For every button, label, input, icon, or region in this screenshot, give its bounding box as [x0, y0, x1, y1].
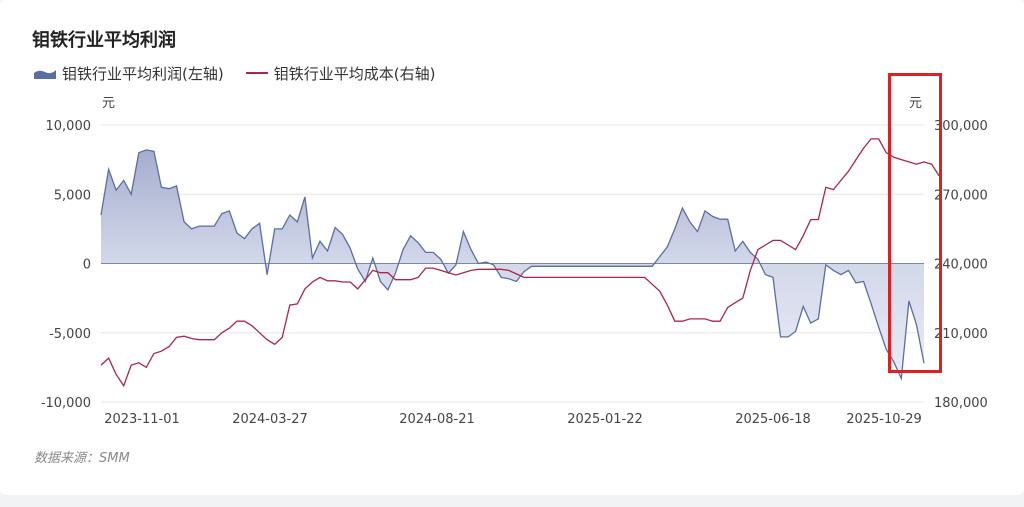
y-left-tick-label: 5,000: [54, 188, 91, 203]
y-right-tick-label: 270,000: [934, 188, 988, 203]
profit-cost-chart: 10,000 300,000 5,000 270,000 0 240,000 -5,000 2…: [41, 119, 988, 427]
profit-series-line: [100, 149, 925, 381]
chart-title: 钼铁行业平均利润: [32, 30, 176, 51]
legend: 钼铁行业平均利润(左轴) 钼铁行业平均成本(右轴): [34, 62, 435, 84]
y-right-tick-label: 300,000: [934, 119, 988, 134]
page-background-strip: [0, 495, 1024, 507]
y-left-tick-label: 0: [83, 258, 91, 273]
x-tick-label: 2025-01-22: [567, 412, 643, 427]
x-tick-label: 2024-08-21: [399, 412, 475, 427]
y-left-tick-label: -5,000: [49, 327, 91, 342]
x-tick-label: 2025-10-29: [846, 412, 922, 427]
left-axis-unit: 元: [102, 96, 116, 111]
y-right-tick-label: 210,000: [934, 327, 988, 342]
legend-label-cost: 钼铁行业平均成本(右轴): [273, 64, 436, 83]
highlight-annotation-box: [888, 73, 942, 373]
x-tick-label: 2023-11-01: [104, 412, 180, 427]
x-tick-label: 2025-06-18: [735, 412, 811, 427]
data-source: 数据来源：SMM: [34, 451, 130, 466]
legend-item-profit[interactable]: 钼铁行业平均利润(左轴): [34, 63, 224, 84]
x-tick-label: 2024-03-27: [232, 412, 308, 427]
legend-item-cost[interactable]: 钼铁行业平均成本(右轴): [245, 63, 436, 84]
area-swatch-icon: [34, 70, 56, 79]
y-left-tick-label: -10,000: [41, 396, 91, 411]
right-axis-unit: 元: [909, 96, 923, 111]
cost-series-line: [100, 138, 940, 388]
y-left-tick-label: 10,000: [46, 119, 92, 134]
y-right-tick-label: 180,000: [934, 396, 988, 411]
line-swatch-icon: [245, 72, 268, 74]
legend-label-profit: 钼铁行业平均利润(左轴): [62, 64, 224, 83]
y-right-tick-label: 240,000: [934, 258, 988, 273]
profit-area: [101, 149, 924, 379]
